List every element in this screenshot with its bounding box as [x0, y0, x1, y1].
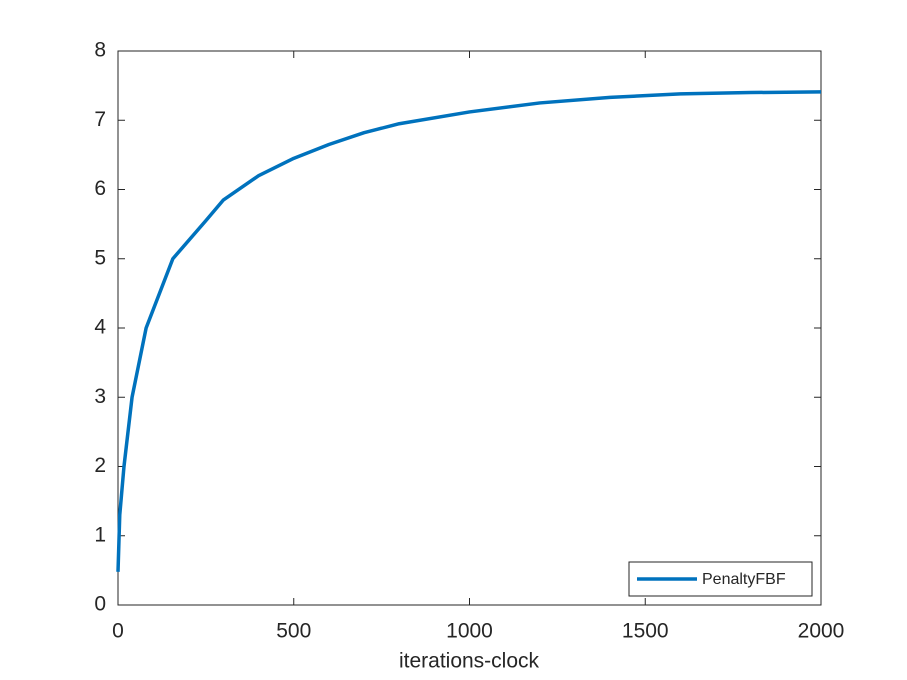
x-tick-label: 1000	[446, 620, 493, 643]
y-tick-label: 2	[94, 454, 106, 477]
y-tick-label: 7	[94, 108, 106, 131]
plot-area	[117, 50, 822, 606]
y-tick-label: 8	[94, 39, 106, 62]
x-tick-label: 0	[112, 620, 124, 643]
y-tick-label: 4	[94, 316, 106, 339]
x-axis-label: iterations-clock	[399, 650, 540, 673]
x-tick-label: 1500	[622, 620, 669, 643]
x-tick-label: 500	[276, 620, 311, 643]
line-series	[116, 90, 822, 572]
legend-label: PenaltyFBF	[702, 571, 786, 588]
y-tick-label: 0	[94, 593, 106, 616]
y-tick-label: 3	[94, 385, 106, 408]
x-tick-label: 2000	[798, 620, 845, 643]
y-tick-label: 6	[94, 177, 106, 200]
y-tick-label: 5	[94, 246, 106, 269]
y-tick-label: 1	[94, 523, 106, 546]
